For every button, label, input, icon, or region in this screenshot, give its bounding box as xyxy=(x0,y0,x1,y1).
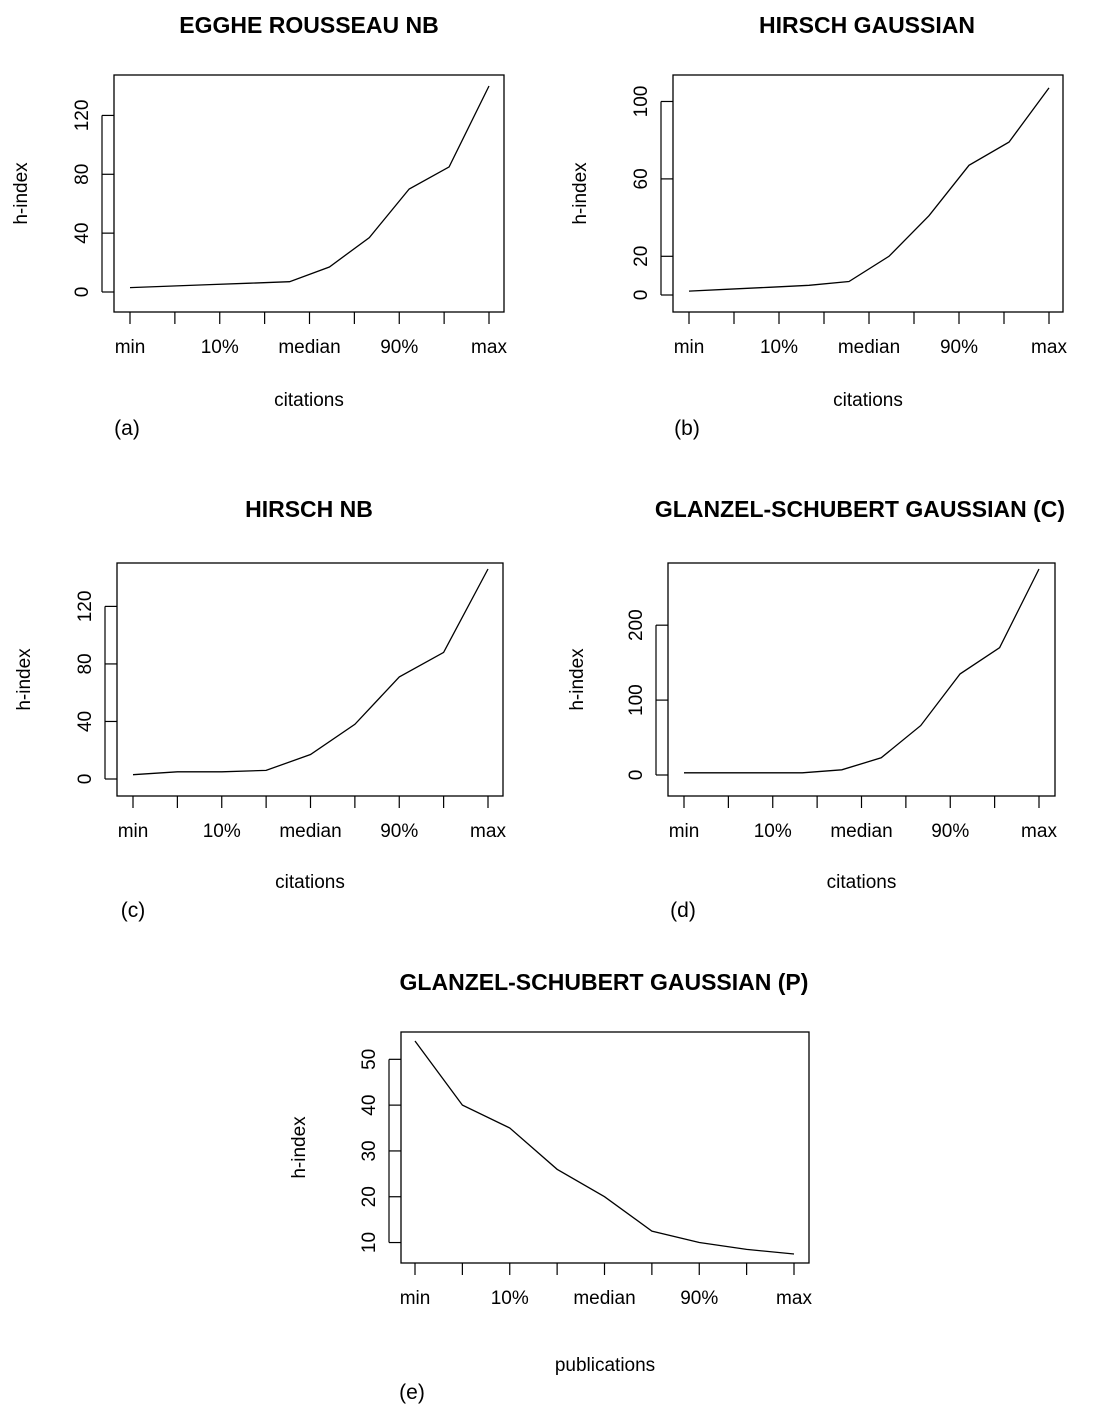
y-tick-label: 30 xyxy=(359,1140,380,1161)
x-tick-label: 10% xyxy=(754,821,792,842)
x-tick-label: max xyxy=(471,337,507,358)
x-tick-label: median xyxy=(279,821,341,842)
plot-frame xyxy=(113,74,505,313)
x-axis-label: citations xyxy=(833,390,903,411)
panel-label: (e) xyxy=(399,1381,425,1404)
chart-panel-5: GLANZEL-SCHUBERT GAUSSIAN (P) min 10% media… xyxy=(289,969,812,1404)
x-axis-label: citations xyxy=(827,872,897,893)
x-tick-label: median xyxy=(838,337,900,358)
x-tick-label: 90% xyxy=(931,821,969,842)
chart-panel-4: GLANZEL-SCHUBERT GAUSSIAN (C) min 10% media… xyxy=(567,496,1065,922)
series-line xyxy=(684,568,1040,774)
y-tick-label: 10 xyxy=(359,1232,380,1253)
y-tick-label: 40 xyxy=(72,223,93,244)
x-tick-label: 10% xyxy=(760,337,798,358)
y-axis-label: h-index xyxy=(14,648,35,711)
x-tick-label: 10% xyxy=(201,337,239,358)
y-tick-label: 100 xyxy=(631,86,652,118)
x-tick-label: max xyxy=(470,821,506,842)
y-tick-label: 120 xyxy=(72,100,93,132)
y-tick-label: 0 xyxy=(631,290,652,301)
series-line xyxy=(132,568,489,776)
y-tick-label: 0 xyxy=(72,287,93,298)
y-tick-label: 20 xyxy=(631,246,652,267)
x-tick-label: max xyxy=(1021,821,1057,842)
plot-frame xyxy=(400,1031,810,1264)
chart-title: GLANZEL-SCHUBERT GAUSSIAN (C) xyxy=(655,496,1065,522)
y-axis-label: h-index xyxy=(289,1116,310,1179)
y-tick-label: 50 xyxy=(359,1049,380,1070)
y-tick-label: 0 xyxy=(75,774,96,785)
y-tick-label: 120 xyxy=(75,591,96,623)
chart-title: HIRSCH GAUSSIAN xyxy=(759,12,975,38)
y-axis-label: h-index xyxy=(570,162,591,225)
y-tick-label: 20 xyxy=(359,1186,380,1207)
x-tick-label: median xyxy=(573,1288,635,1309)
chart-panel-3: HIRSCH NB min 10% median 90% max 0 40 80 120 citat… xyxy=(14,496,506,922)
panel-label: (c) xyxy=(121,899,146,922)
chart-title: EGGHE ROUSSEAU NB xyxy=(179,12,438,38)
y-axis-label: h-index xyxy=(567,648,588,711)
x-tick-label: 90% xyxy=(380,821,418,842)
x-tick-label: min xyxy=(118,821,149,842)
x-axis-label: citations xyxy=(274,390,344,411)
chart-title: HIRSCH NB xyxy=(245,496,373,522)
panel-label: (b) xyxy=(674,417,700,440)
x-tick-label: min xyxy=(115,337,146,358)
y-tick-label: 40 xyxy=(75,711,96,732)
x-tick-label: 90% xyxy=(940,337,978,358)
y-tick-label: 200 xyxy=(626,609,647,641)
x-tick-label: min xyxy=(674,337,705,358)
y-tick-label: 0 xyxy=(626,770,647,781)
y-tick-label: 40 xyxy=(359,1095,380,1116)
plot-frame xyxy=(672,74,1064,313)
x-tick-label: median xyxy=(830,821,892,842)
y-tick-label: 80 xyxy=(72,164,93,185)
y-tick-label: 60 xyxy=(631,168,652,189)
series-line xyxy=(414,1040,795,1255)
series-line xyxy=(688,87,1050,292)
x-tick-label: 90% xyxy=(380,337,418,358)
y-axis-label: h-index xyxy=(11,162,32,225)
x-tick-label: median xyxy=(278,337,340,358)
x-tick-label: min xyxy=(669,821,700,842)
x-axis-label: citations xyxy=(275,872,345,893)
chart-panel-1: EGGHE ROUSSEAU NB min 10% median 90% max 0 40 80… xyxy=(11,12,507,440)
x-tick-label: 10% xyxy=(203,821,241,842)
chart-panel-2: HIRSCH GAUSSIAN min 10% median 90% max 0 20 60 10… xyxy=(570,12,1067,440)
x-tick-label: min xyxy=(400,1288,431,1309)
panel-label: (d) xyxy=(670,899,696,922)
panel-label: (a) xyxy=(114,417,140,440)
chart-title: GLANZEL-SCHUBERT GAUSSIAN (P) xyxy=(400,969,809,995)
x-tick-label: max xyxy=(1031,337,1067,358)
series-line xyxy=(129,85,490,289)
y-tick-label: 80 xyxy=(75,653,96,674)
y-tick-label: 100 xyxy=(626,684,647,716)
x-tick-label: 90% xyxy=(680,1288,718,1309)
x-tick-label: max xyxy=(776,1288,812,1309)
plot-frame xyxy=(116,562,504,797)
plot-frame xyxy=(667,562,1056,797)
x-tick-label: 10% xyxy=(491,1288,529,1309)
x-axis-label: publications xyxy=(555,1355,655,1376)
